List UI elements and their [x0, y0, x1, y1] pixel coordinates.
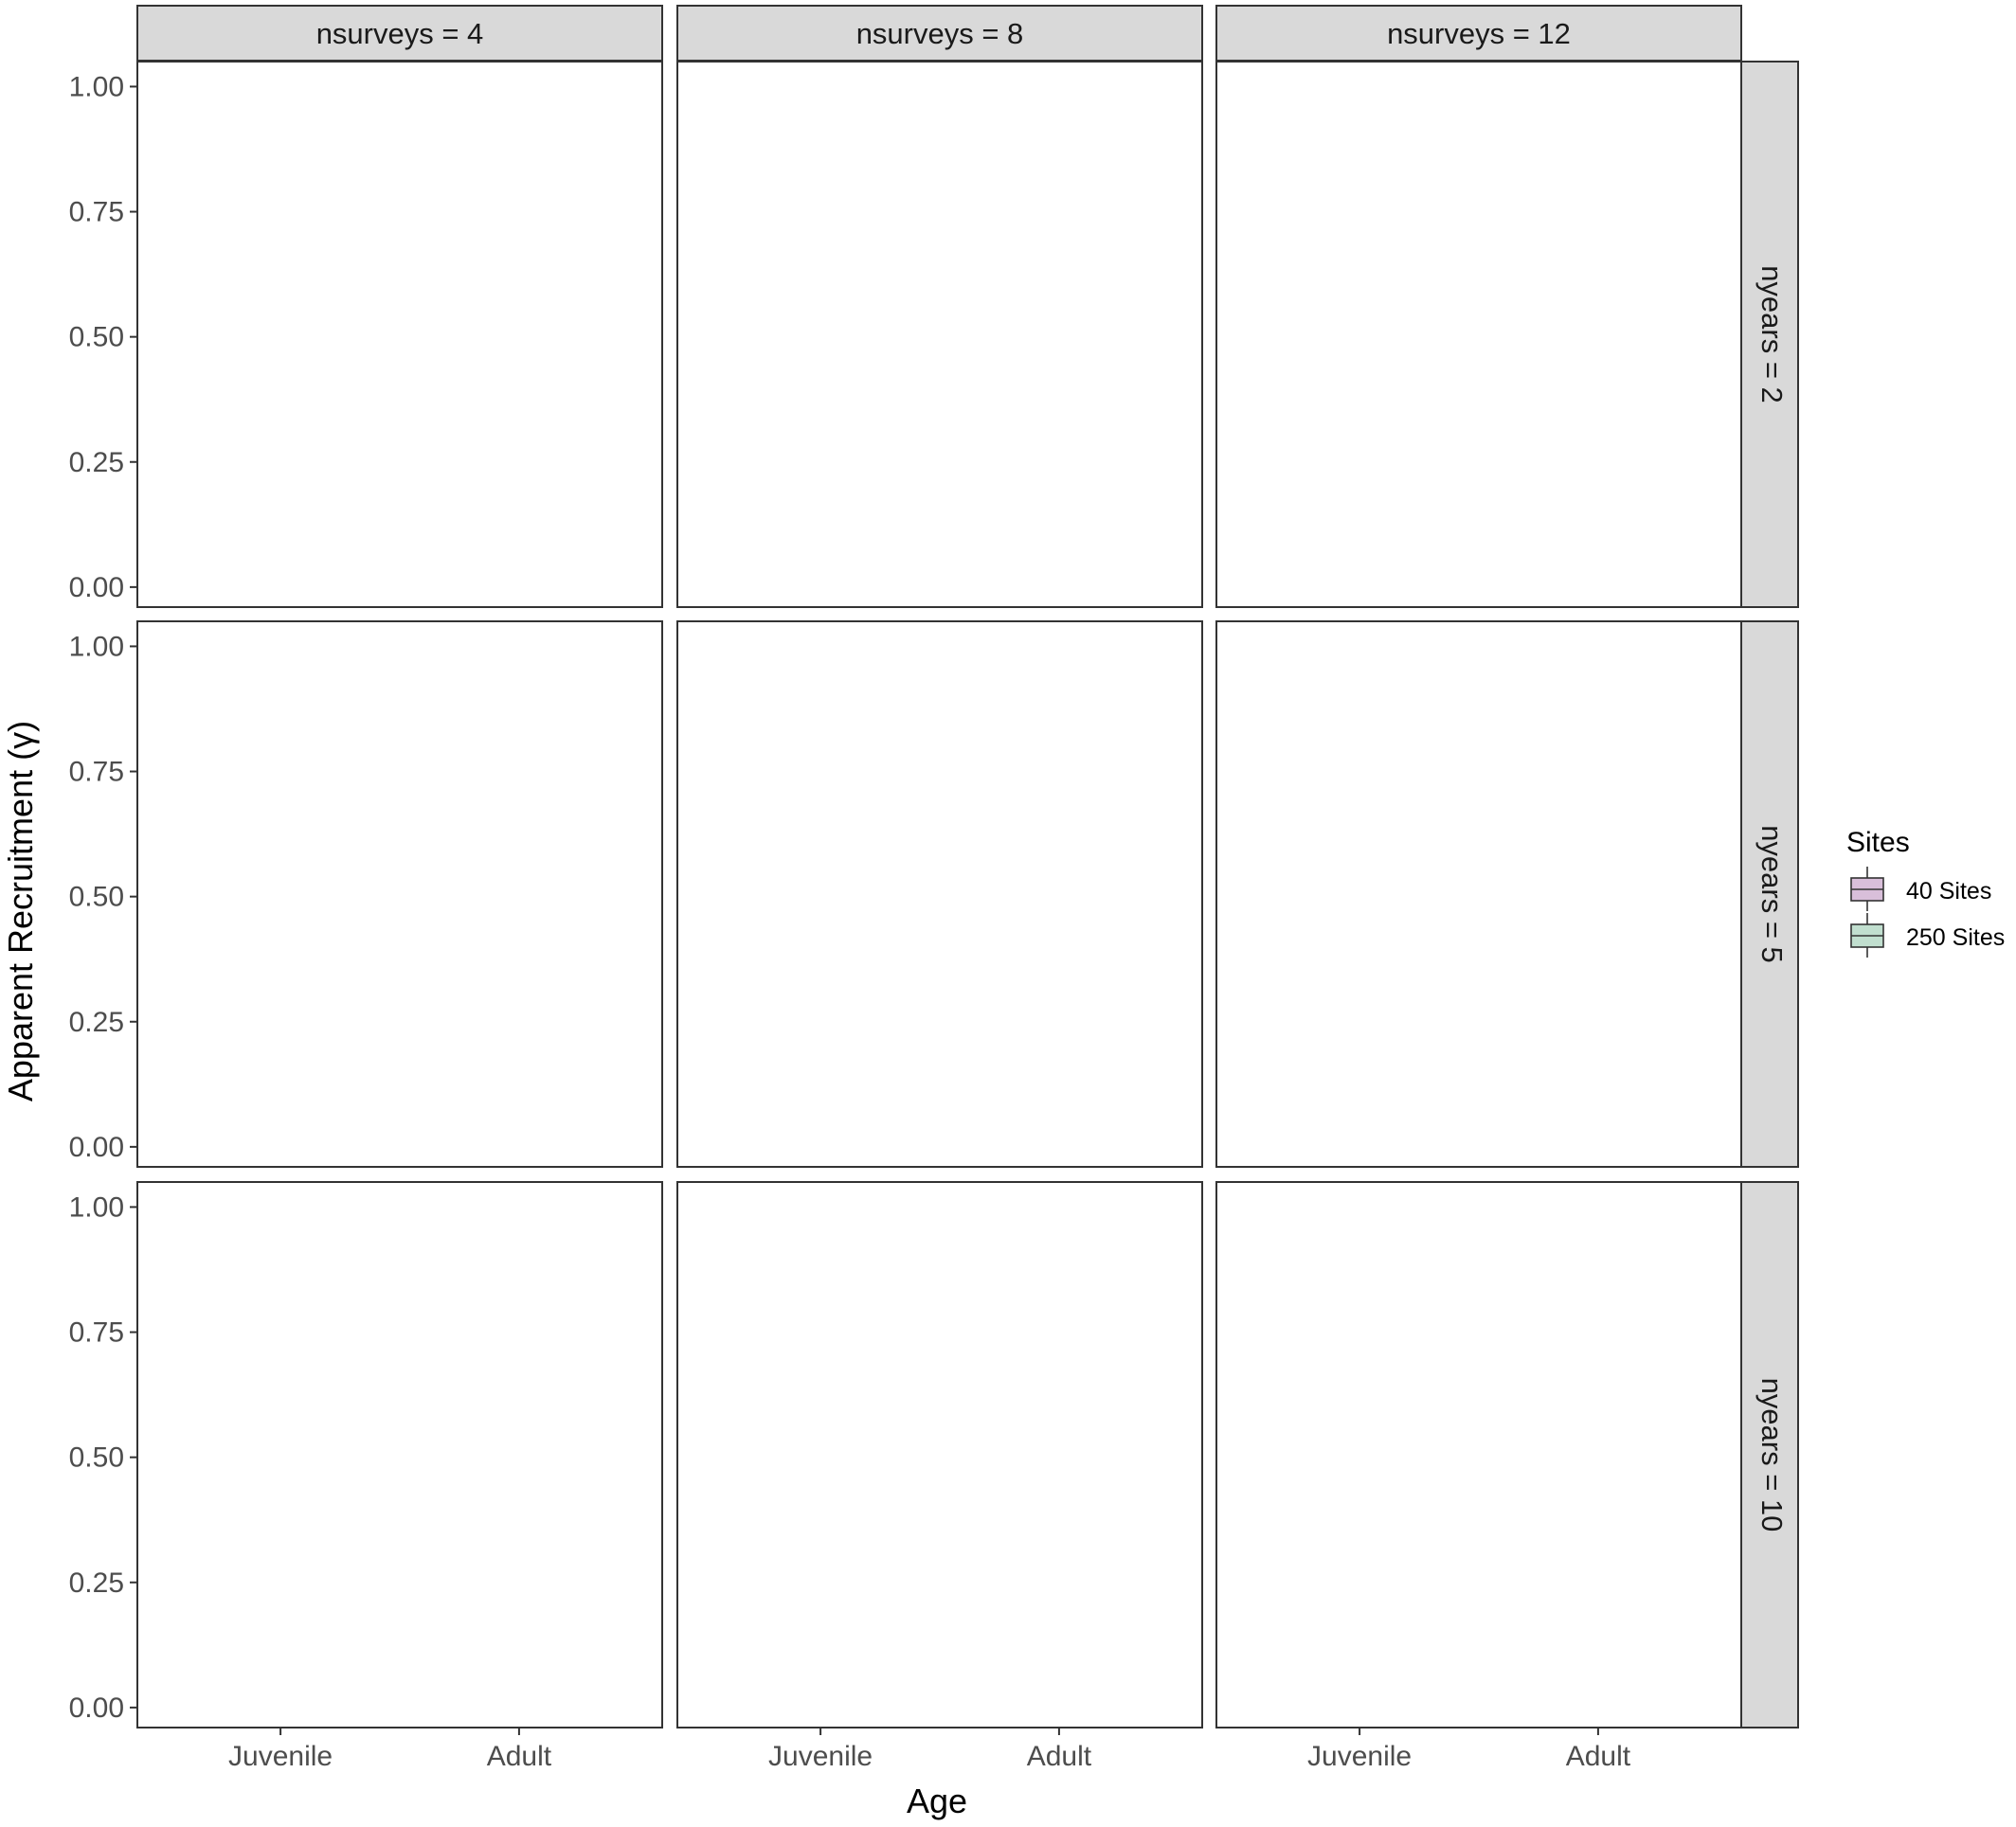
panel-border — [1215, 620, 1742, 1168]
x-tick-label: Adult — [1027, 1741, 1092, 1772]
y-tick-label: 0.75 — [69, 757, 124, 788]
facet-panel — [136, 1181, 663, 1728]
y-tick-label: 0.00 — [69, 1693, 124, 1724]
panel-border — [136, 620, 663, 1168]
legend-item: 250 Sites — [1850, 913, 2005, 958]
y-tick-label: 1.00 — [69, 631, 124, 662]
y-axis: 0.00 0.25 0.50 0.75 1.00 0.00 0.25 0.50 0.75 1.00… — [69, 71, 137, 1724]
facet-strips: nsurveys = 4 nsurveys = 8 nsurveys = 12 nye… — [136, 5, 1799, 1728]
panel-border — [676, 1181, 1203, 1728]
y-tick-label: 0.25 — [69, 447, 124, 478]
legend-item: 40 Sites — [1850, 867, 1991, 911]
y-tick-label: 0.00 — [69, 1132, 124, 1163]
strip-background — [1740, 620, 1799, 1168]
legend-title: Sites — [1846, 827, 1910, 858]
legend: Sites 40 Sites 250 Sites — [1846, 827, 2005, 958]
column-strip: nsurveys = 12 — [1215, 5, 1742, 62]
y-tick-label: 0.25 — [69, 1007, 124, 1038]
y-tick-label: 0.50 — [69, 882, 124, 913]
panel-border — [136, 61, 663, 608]
facet-panel — [676, 61, 1203, 608]
legend-label: 250 Sites — [1906, 924, 2005, 951]
panel-border — [1215, 61, 1742, 608]
y-tick-label: 0.25 — [69, 1567, 124, 1599]
row-strip-label: nyears = 10 — [1755, 1378, 1789, 1532]
x-tick-label: Juvenile — [768, 1741, 873, 1772]
x-tick-label: Adult — [1566, 1741, 1631, 1772]
y-tick-label: 0.00 — [69, 572, 124, 603]
column-strip-label: nsurveys = 8 — [856, 17, 1024, 50]
strip-background — [136, 5, 663, 62]
x-axis-title: Age — [907, 1782, 967, 1820]
y-tick-label: 1.00 — [69, 71, 124, 102]
panel-border — [1215, 1181, 1742, 1728]
strip-background — [1740, 1181, 1799, 1728]
row-strip: nyears = 2 — [1740, 61, 1799, 608]
y-tick-label: 0.50 — [69, 322, 124, 353]
y-tick-label: 0.75 — [69, 197, 124, 228]
panel-border — [676, 620, 1203, 1168]
facet-panel — [136, 61, 663, 608]
x-tick-label: Adult — [487, 1741, 552, 1772]
strip-background — [676, 5, 1203, 62]
row-strip: nyears = 10 — [1740, 1181, 1799, 1728]
panel-border — [136, 1181, 663, 1728]
facet-panel — [136, 620, 663, 1168]
column-strip-label: nsurveys = 12 — [1387, 17, 1571, 50]
row-strip: nyears = 5 — [1740, 620, 1799, 1168]
facet-panel — [1215, 1181, 1742, 1728]
x-axis: Juvenile Adult Juvenile Adult Juvenile Adult — [228, 1728, 1631, 1772]
facet-panel — [1215, 61, 1742, 608]
y-axis-title: Apparent Recruitment (γ) — [1, 721, 40, 1102]
column-strip-label: nsurveys = 4 — [316, 17, 484, 50]
x-tick-label: Juvenile — [1307, 1741, 1412, 1772]
y-tick-label: 1.00 — [69, 1191, 124, 1223]
column-strip: nsurveys = 4 — [136, 5, 663, 62]
y-tick-label: 0.50 — [69, 1442, 124, 1474]
strip-background — [1740, 61, 1799, 608]
y-tick-label: 0.75 — [69, 1317, 124, 1349]
facet-panel — [676, 1181, 1203, 1728]
facet-panel — [676, 620, 1203, 1168]
column-strip: nsurveys = 8 — [676, 5, 1203, 62]
panel-border — [676, 61, 1203, 608]
facet-panel — [1215, 620, 1742, 1168]
strip-background — [1215, 5, 1742, 62]
legend-label: 40 Sites — [1906, 878, 1991, 905]
x-tick-label: Juvenile — [228, 1741, 333, 1772]
panels-layer — [136, 61, 1742, 1728]
row-strip-label: nyears = 5 — [1755, 825, 1789, 963]
row-strip-label: nyears = 2 — [1755, 265, 1789, 403]
